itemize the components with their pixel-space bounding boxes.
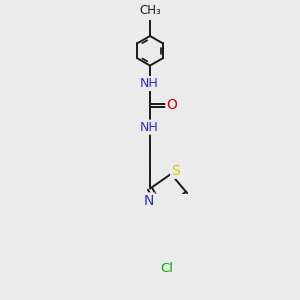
Text: O: O (167, 98, 177, 112)
Text: NH: NH (139, 77, 158, 90)
Text: S: S (171, 164, 180, 178)
Text: N: N (144, 194, 154, 208)
Text: CH₃: CH₃ (139, 4, 161, 17)
Text: NH: NH (139, 121, 158, 134)
Text: Cl: Cl (160, 262, 173, 275)
